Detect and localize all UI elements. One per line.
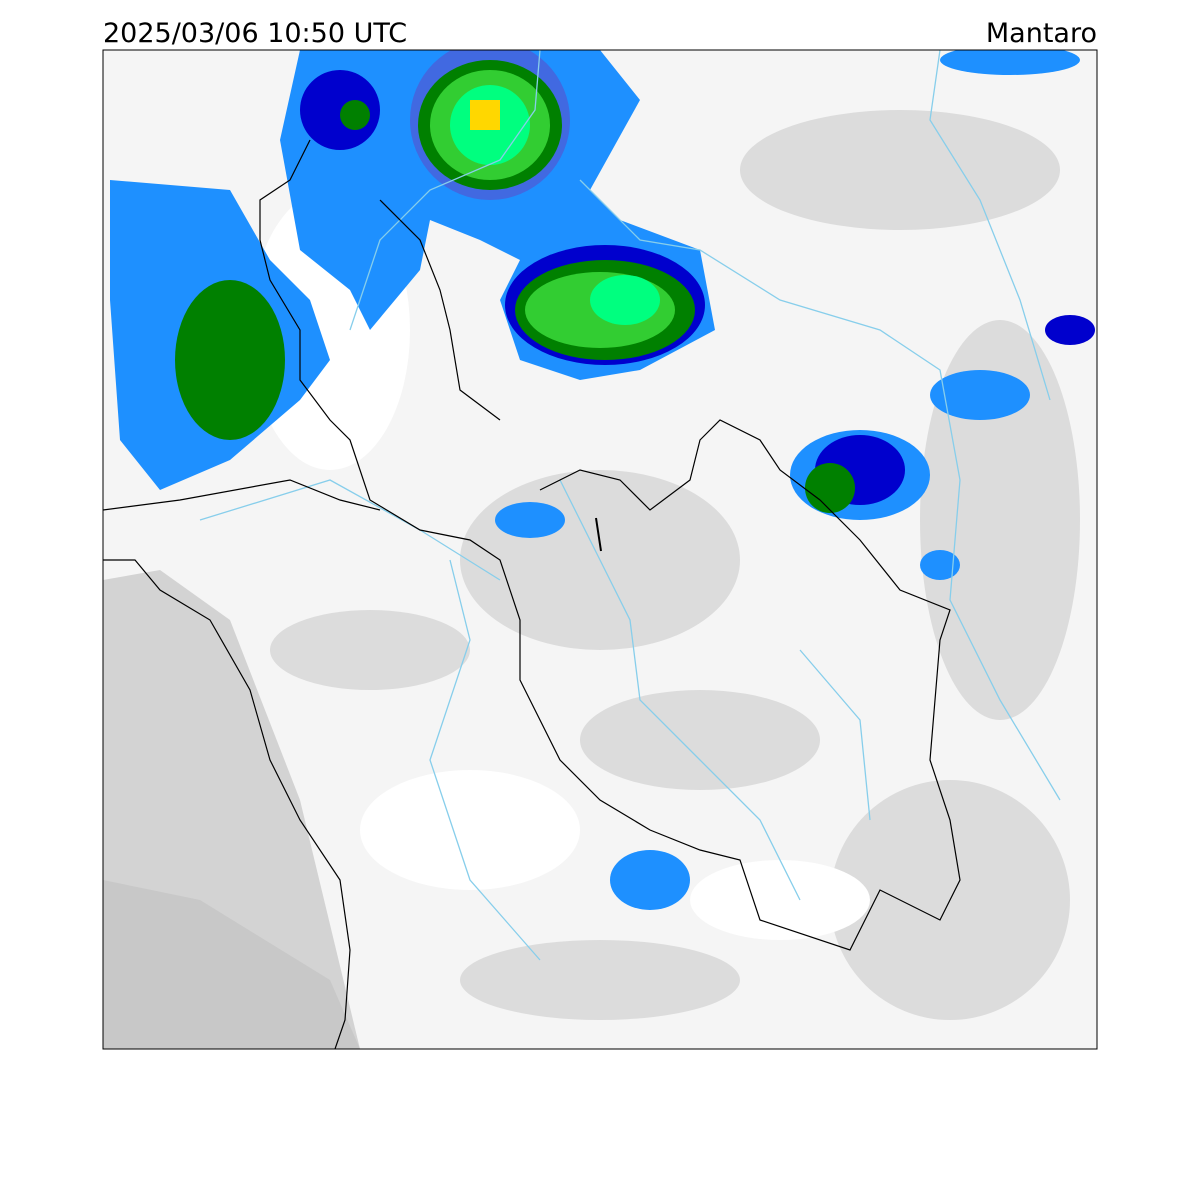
region: Mantaro: [986, 18, 1097, 49]
title: 2025/03/06 10:50 UTC: [103, 18, 407, 49]
map-frame: [102, 49, 1098, 1050]
map-imagery: [103, 50, 1097, 1049]
